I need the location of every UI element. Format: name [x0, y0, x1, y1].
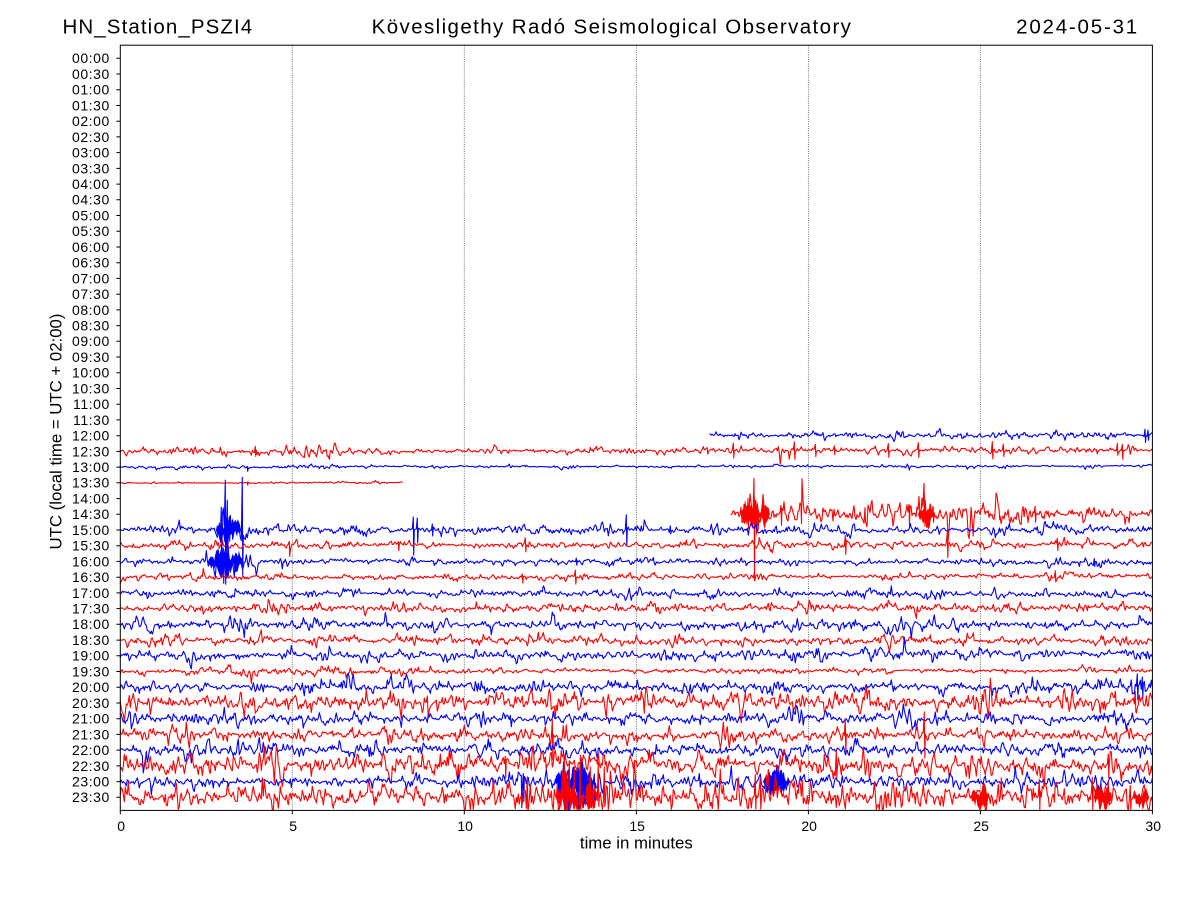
svg-text:13:30: 13:30 — [72, 475, 110, 491]
svg-text:01:00: 01:00 — [72, 82, 110, 98]
svg-text:30: 30 — [1145, 818, 1161, 834]
svg-text:04:30: 04:30 — [72, 192, 110, 208]
svg-text:05:00: 05:00 — [72, 207, 110, 223]
svg-text:22:00: 22:00 — [72, 742, 110, 758]
svg-text:09:00: 09:00 — [72, 333, 110, 349]
svg-text:22:30: 22:30 — [72, 758, 110, 774]
svg-text:06:00: 06:00 — [72, 239, 110, 255]
svg-text:02:30: 02:30 — [72, 129, 110, 145]
svg-text:25: 25 — [973, 818, 989, 834]
svg-text:20:00: 20:00 — [72, 679, 110, 695]
svg-text:15:30: 15:30 — [72, 538, 110, 554]
svg-text:21:30: 21:30 — [72, 726, 110, 742]
svg-text:16:00: 16:00 — [72, 553, 110, 569]
svg-text:03:00: 03:00 — [72, 145, 110, 161]
svg-text:01:30: 01:30 — [72, 97, 110, 113]
svg-text:23:30: 23:30 — [72, 789, 110, 805]
svg-text:23:00: 23:00 — [72, 773, 110, 789]
svg-text:08:30: 08:30 — [72, 317, 110, 333]
svg-text:2024-05-31: 2024-05-31 — [1016, 16, 1139, 39]
svg-text:18:00: 18:00 — [72, 616, 110, 632]
svg-text:15:00: 15:00 — [72, 522, 110, 538]
svg-text:06:30: 06:30 — [72, 255, 110, 271]
svg-text:04:00: 04:00 — [72, 176, 110, 192]
svg-text:12:30: 12:30 — [72, 443, 110, 459]
svg-text:14:30: 14:30 — [72, 506, 110, 522]
svg-text:17:30: 17:30 — [72, 601, 110, 617]
svg-text:17:00: 17:00 — [72, 585, 110, 601]
svg-text:21:00: 21:00 — [72, 711, 110, 727]
svg-text:18:30: 18:30 — [72, 632, 110, 648]
svg-text:10: 10 — [457, 818, 473, 834]
svg-text:UTC (local time = UTC + 02:00): UTC (local time = UTC + 02:00) — [47, 314, 66, 550]
svg-text:19:00: 19:00 — [72, 648, 110, 664]
svg-text:09:30: 09:30 — [72, 349, 110, 365]
svg-text:5: 5 — [289, 818, 297, 834]
svg-text:13:00: 13:00 — [72, 459, 110, 475]
svg-text:07:30: 07:30 — [72, 286, 110, 302]
svg-text:14:00: 14:00 — [72, 490, 110, 506]
svg-text:20:30: 20:30 — [72, 695, 110, 711]
svg-text:Kövesligethy Radó Seismologica: Kövesligethy Radó Seismological Observat… — [372, 16, 853, 39]
svg-text:00:00: 00:00 — [72, 50, 110, 66]
svg-text:02:00: 02:00 — [72, 113, 110, 129]
svg-text:07:00: 07:00 — [72, 270, 110, 286]
svg-text:11:30: 11:30 — [73, 412, 110, 428]
svg-text:15: 15 — [629, 818, 645, 834]
svg-text:00:30: 00:30 — [72, 66, 110, 82]
svg-text:0: 0 — [117, 818, 125, 834]
svg-text:03:30: 03:30 — [72, 160, 110, 176]
svg-text:10:00: 10:00 — [72, 365, 110, 381]
svg-text:12:00: 12:00 — [72, 428, 110, 444]
svg-text:16:30: 16:30 — [72, 569, 110, 585]
svg-text:05:30: 05:30 — [72, 223, 110, 239]
svg-text:19:30: 19:30 — [72, 663, 110, 679]
svg-text:11:00: 11:00 — [73, 396, 110, 412]
svg-text:20: 20 — [801, 818, 817, 834]
svg-text:time in minutes: time in minutes — [580, 834, 693, 853]
svg-text:HN_Station_PSZI4: HN_Station_PSZI4 — [63, 16, 254, 39]
svg-text:10:30: 10:30 — [72, 380, 110, 396]
svg-text:08:00: 08:00 — [72, 302, 110, 318]
